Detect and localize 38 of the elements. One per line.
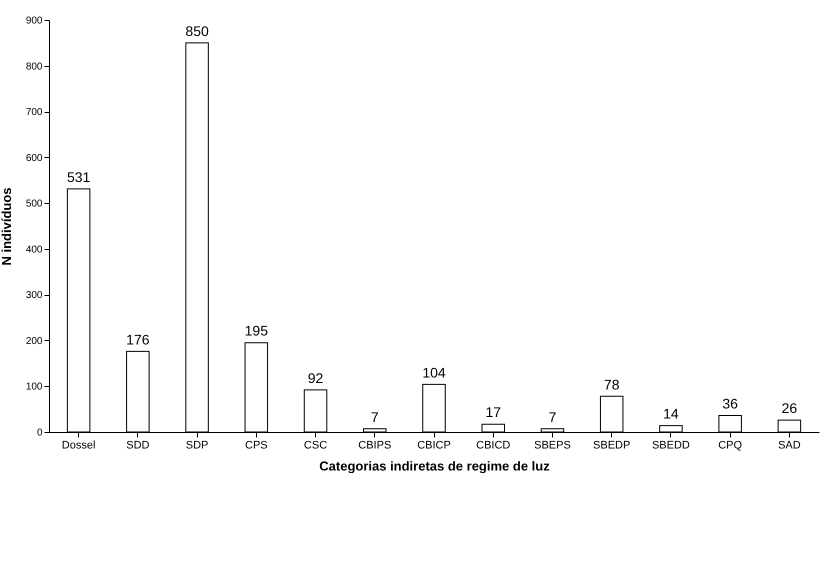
y-tick-label: 700 [26, 107, 43, 118]
x-tick-label: Dossel [62, 440, 96, 452]
y-axis-title: N indivíduos [0, 188, 14, 266]
y-tick-label: 400 [26, 244, 43, 256]
data-label: 36 [722, 396, 738, 412]
data-label: 78 [604, 376, 620, 392]
x-tick-label: CBICD [476, 440, 510, 452]
x-tick-label: CSC [304, 440, 328, 452]
x-tick-label: CBIPS [358, 440, 392, 452]
data-label: 531 [66, 168, 91, 185]
y-tick-label: 100 [26, 382, 43, 393]
x-axis-title: Categorias indiretas de regime de luz [319, 458, 550, 474]
x-tick-label: SAD [778, 440, 801, 452]
y-tick-label: 300 [26, 290, 43, 302]
y-tick-label: 0 [36, 428, 43, 438]
x-tick-label: CPQ [718, 440, 743, 452]
data-label: 7 [548, 408, 557, 425]
x-tick-label: SBEDD [652, 440, 690, 452]
y-tick-label: 200 [26, 336, 43, 347]
x-tick-label: CBICP [417, 440, 451, 452]
y-tick-label: 900 [26, 16, 43, 26]
y-tick-label: 500 [26, 198, 43, 210]
data-label: 104 [422, 364, 446, 380]
x-tick-label: CPS [244, 440, 268, 452]
data-label: 17 [485, 404, 502, 420]
data-label: 92 [308, 370, 324, 386]
data-label: 26 [782, 400, 798, 416]
x-tick-label: SDP [186, 440, 208, 452]
x-tick-label: SDD [126, 440, 150, 452]
x-tick-label: SBEDP [593, 440, 630, 452]
y-tick-label: 800 [26, 61, 43, 72]
y-tick-label: 600 [26, 152, 43, 164]
data-label: 7 [370, 408, 379, 425]
data-label: 176 [126, 331, 150, 348]
data-label: 850 [185, 22, 209, 39]
data-label: 14 [663, 406, 679, 422]
x-tick-label: SBEPS [534, 440, 571, 452]
data-label: 195 [244, 322, 268, 339]
